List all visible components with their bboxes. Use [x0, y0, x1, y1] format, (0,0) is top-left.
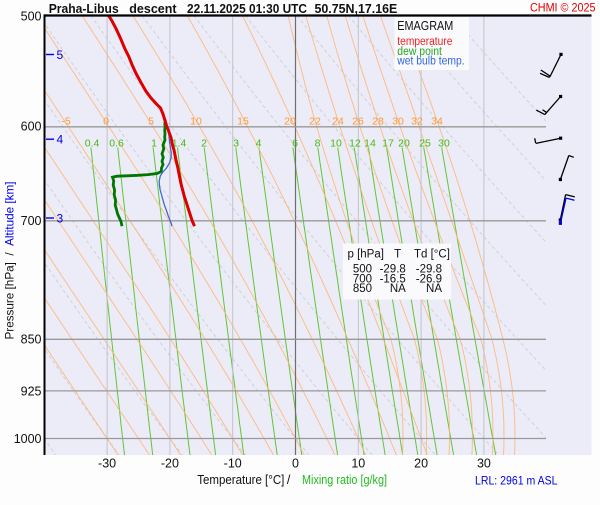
svg-text:17: 17	[382, 138, 394, 150]
svg-text:p [hPa]: p [hPa]	[348, 249, 384, 261]
svg-text:temperature: temperature	[397, 36, 452, 48]
svg-text:20: 20	[414, 457, 428, 471]
svg-text:0: 0	[103, 116, 109, 128]
svg-text:5: 5	[148, 116, 154, 128]
svg-text:50.75N,17.16E: 50.75N,17.16E	[315, 1, 398, 16]
svg-text:26: 26	[352, 116, 364, 128]
svg-text:22.11.2025 01:30 UTC: 22.11.2025 01:30 UTC	[187, 1, 308, 16]
svg-text:T: T	[394, 249, 401, 261]
svg-text:Mixing ratio [g/kg]: Mixing ratio [g/kg]	[302, 473, 387, 487]
svg-text:Praha-Libus: Praha-Libus	[49, 1, 119, 16]
svg-text:Td [°C]: Td [°C]	[414, 249, 450, 261]
svg-text:1000: 1000	[14, 432, 42, 446]
svg-text:Temperature [°C]: Temperature [°C]	[197, 473, 284, 487]
svg-text:28: 28	[372, 116, 384, 128]
svg-text:30: 30	[392, 116, 404, 128]
svg-text:dew point: dew point	[397, 46, 442, 58]
svg-text:850: 850	[353, 283, 372, 295]
svg-text:3: 3	[57, 211, 64, 225]
svg-text:NA: NA	[426, 283, 442, 295]
svg-text:-30: -30	[98, 457, 116, 471]
svg-text:1.4: 1.4	[172, 138, 187, 150]
svg-text:15: 15	[237, 116, 249, 128]
svg-text:30: 30	[438, 138, 450, 150]
svg-text:14: 14	[364, 138, 376, 150]
svg-text:LRL: 2961 m ASL: LRL: 2961 m ASL	[475, 474, 558, 488]
svg-text:4: 4	[57, 133, 64, 147]
svg-text:700: 700	[353, 273, 372, 285]
svg-text:34: 34	[431, 116, 443, 128]
svg-text:descent: descent	[129, 1, 177, 16]
svg-text:2: 2	[201, 138, 207, 150]
svg-text:500: 500	[353, 264, 372, 276]
svg-text:500: 500	[21, 10, 42, 24]
svg-text:1: 1	[151, 138, 157, 150]
svg-text:-16.5: -16.5	[380, 273, 406, 285]
svg-text:10: 10	[330, 138, 342, 150]
svg-text:700: 700	[21, 214, 42, 228]
svg-text:CHMI © 2025: CHMI © 2025	[530, 3, 596, 15]
svg-text:32: 32	[411, 116, 423, 128]
svg-text:8: 8	[315, 138, 321, 150]
svg-text:-5: -5	[61, 116, 70, 128]
svg-text:3: 3	[233, 138, 239, 150]
svg-text:5: 5	[57, 48, 64, 62]
svg-text:NA: NA	[390, 283, 406, 295]
svg-text:600: 600	[21, 120, 42, 134]
svg-text:20: 20	[398, 138, 410, 150]
svg-text:-29.8: -29.8	[380, 264, 406, 276]
svg-text:0: 0	[292, 457, 299, 471]
svg-text:22: 22	[309, 116, 321, 128]
svg-text:-10: -10	[224, 457, 242, 471]
svg-text:-26.9: -26.9	[416, 273, 442, 285]
svg-text:925: 925	[21, 385, 42, 399]
svg-text:EMAGRAM: EMAGRAM	[397, 18, 453, 33]
svg-text:-20: -20	[161, 457, 179, 471]
svg-text:24: 24	[332, 116, 344, 128]
svg-text:-29.8: -29.8	[416, 264, 442, 276]
svg-text:30: 30	[477, 457, 491, 471]
svg-text:/: /	[287, 473, 291, 487]
svg-text:wet bulb temp.: wet bulb temp.	[396, 56, 464, 68]
svg-text:20: 20	[284, 116, 296, 128]
svg-text:12: 12	[349, 138, 361, 150]
svg-text:850: 850	[21, 333, 42, 347]
svg-text:10: 10	[190, 116, 202, 128]
svg-text:0.6: 0.6	[109, 138, 124, 150]
svg-text:6: 6	[292, 138, 298, 150]
svg-text:10: 10	[351, 457, 365, 471]
svg-text:Pressure [hPa] / Altitude [k: Pressure [hPa] / Altitude [km]	[3, 182, 17, 340]
svg-text:25: 25	[419, 138, 431, 150]
svg-text:0.4: 0.4	[85, 138, 100, 150]
svg-text:4: 4	[256, 138, 262, 150]
